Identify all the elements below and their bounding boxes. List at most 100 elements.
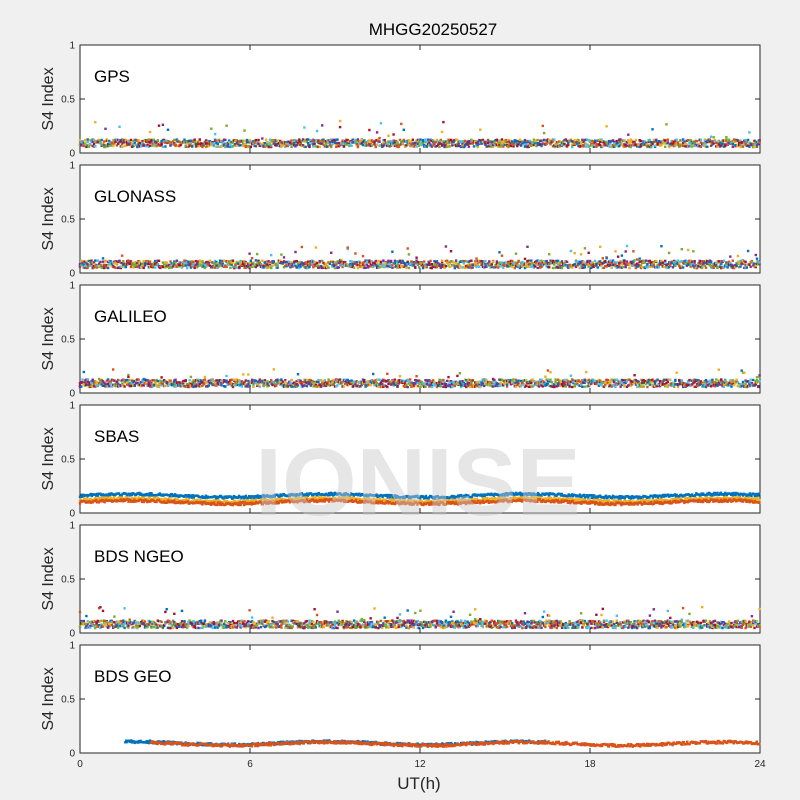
data-point xyxy=(540,378,543,381)
data-point xyxy=(676,385,680,389)
data-point xyxy=(307,381,310,384)
data-point xyxy=(514,139,518,142)
data-point xyxy=(523,257,527,261)
data-point xyxy=(157,266,161,269)
data-point xyxy=(680,265,683,268)
data-point xyxy=(96,259,99,262)
data-point xyxy=(451,260,454,263)
data-point xyxy=(484,382,487,385)
data-point xyxy=(369,383,372,387)
data-point xyxy=(639,145,643,148)
data-point xyxy=(595,263,598,266)
data-point xyxy=(92,384,96,388)
data-point xyxy=(585,379,588,383)
y-tick-label: 0 xyxy=(69,269,75,280)
data-point xyxy=(205,264,208,268)
data-point xyxy=(285,384,288,387)
data-point xyxy=(494,264,497,267)
data-point xyxy=(412,261,416,264)
data-point xyxy=(736,144,740,148)
data-point xyxy=(553,145,556,149)
data-point xyxy=(249,264,252,267)
data-point xyxy=(169,260,172,263)
data-point xyxy=(434,263,437,266)
data-point xyxy=(412,382,416,385)
data-point xyxy=(634,263,638,267)
data-point xyxy=(440,143,444,146)
data-point xyxy=(666,141,669,144)
data-point xyxy=(96,264,99,268)
data-point xyxy=(498,251,501,254)
data-point xyxy=(208,379,212,382)
data-point xyxy=(505,141,509,144)
data-point xyxy=(727,141,731,144)
data-point xyxy=(387,382,390,386)
figure-title: MHGG20250527 xyxy=(369,20,498,39)
data-point xyxy=(314,383,318,387)
data-point xyxy=(453,264,456,268)
data-point xyxy=(178,140,181,144)
data-point xyxy=(658,382,662,385)
data-point xyxy=(571,266,574,269)
data-point xyxy=(540,384,543,387)
data-point xyxy=(633,142,636,145)
data-point xyxy=(208,381,212,385)
data-point xyxy=(91,378,94,381)
data-point xyxy=(406,385,409,389)
data-point xyxy=(685,143,689,146)
data-point xyxy=(212,144,216,148)
data-point xyxy=(295,266,298,269)
data-point xyxy=(402,379,405,383)
data-point xyxy=(89,492,93,496)
data-point xyxy=(317,380,320,384)
data-point xyxy=(731,264,734,267)
data-point xyxy=(378,378,381,381)
data-point xyxy=(695,143,699,147)
data-point xyxy=(128,259,131,263)
data-point xyxy=(684,145,687,148)
data-point xyxy=(109,381,112,384)
data-point xyxy=(572,381,575,385)
data-point xyxy=(507,261,510,265)
data-point xyxy=(634,381,638,384)
data-point xyxy=(757,263,760,266)
data-point xyxy=(191,262,194,265)
data-point xyxy=(532,138,536,141)
data-point xyxy=(429,138,432,141)
data-point xyxy=(405,264,408,267)
data-point xyxy=(470,383,473,386)
data-point xyxy=(648,145,652,149)
data-point xyxy=(270,253,273,257)
data-point xyxy=(746,380,750,383)
data-point xyxy=(690,383,694,386)
data-point xyxy=(443,141,446,145)
data-point xyxy=(245,262,249,265)
data-point xyxy=(697,379,700,382)
data-point xyxy=(115,262,119,265)
data-point xyxy=(342,378,346,382)
data-point xyxy=(94,381,97,385)
data-point xyxy=(212,142,216,145)
data-point xyxy=(242,260,245,263)
data-point xyxy=(349,379,352,383)
data-point xyxy=(678,264,681,268)
data-point xyxy=(497,145,500,148)
data-point xyxy=(410,260,413,264)
data-point xyxy=(398,259,402,262)
data-point xyxy=(101,257,105,260)
data-point xyxy=(636,382,639,385)
data-point xyxy=(620,378,624,382)
data-point xyxy=(122,263,125,267)
data-point xyxy=(479,380,482,383)
data-point xyxy=(505,262,509,265)
data-point xyxy=(497,266,500,269)
data-point xyxy=(236,260,240,264)
data-point xyxy=(359,142,362,146)
data-point xyxy=(567,264,570,267)
data-point xyxy=(420,264,423,267)
data-point xyxy=(475,383,478,387)
data-point xyxy=(231,139,235,142)
data-point xyxy=(146,384,149,387)
data-point xyxy=(350,379,353,382)
data-point xyxy=(157,385,161,389)
